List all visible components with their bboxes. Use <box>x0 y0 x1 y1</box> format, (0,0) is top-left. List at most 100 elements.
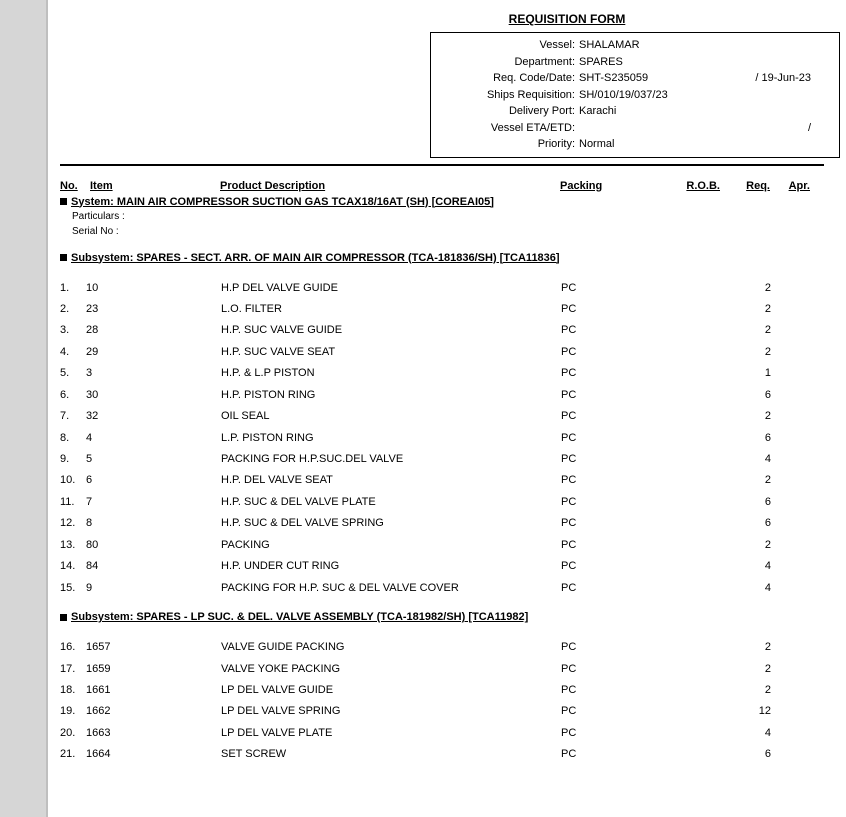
value-delport: Karachi <box>579 103 616 120</box>
cell-item: 84 <box>86 556 221 577</box>
cell-pack: PC <box>561 701 661 722</box>
cell-no: 3. <box>60 320 86 341</box>
label-delport: Delivery Port: <box>439 103 579 120</box>
label-department: Department: <box>439 54 579 71</box>
cell-no: 21. <box>60 744 86 765</box>
cell-item: 32 <box>86 406 221 427</box>
cell-apr <box>771 556 811 577</box>
cell-no: 7. <box>60 406 86 427</box>
info-row-delport: Delivery Port: Karachi <box>439 103 831 120</box>
cell-desc: H.P. SUC & DEL VALVE SPRING <box>221 513 561 534</box>
label-vessel: Vessel: <box>439 37 579 54</box>
cell-req: 6 <box>721 513 771 534</box>
header-pack: Packing <box>560 180 660 192</box>
header-rob: R.O.B. <box>660 180 720 192</box>
cell-item: 80 <box>86 535 221 556</box>
cell-req: 2 <box>721 278 771 299</box>
cell-req: 4 <box>721 723 771 744</box>
table-row: 6.30H.P. PISTON RINGPC6 <box>60 385 824 406</box>
cell-rob <box>661 701 721 722</box>
cell-rob <box>661 470 721 491</box>
cell-apr <box>771 406 811 427</box>
cell-apr <box>771 701 811 722</box>
header-apr: Apr. <box>770 180 810 192</box>
cell-req: 2 <box>721 659 771 680</box>
subsystem-text: Subsystem: SPARES - LP SUC. & DEL. VALVE… <box>71 611 528 623</box>
header-desc: Product Description <box>220 180 560 192</box>
info-box: Vessel: SHALAMAR Department: SPARES Req.… <box>430 32 840 158</box>
cell-rob <box>661 299 721 320</box>
cell-rob <box>661 320 721 341</box>
cell-rob <box>661 428 721 449</box>
cell-no: 8. <box>60 428 86 449</box>
cell-desc: H.P. PISTON RING <box>221 385 561 406</box>
cell-pack: PC <box>561 659 661 680</box>
cell-rob <box>661 723 721 744</box>
cell-no: 1. <box>60 278 86 299</box>
bullet-icon <box>60 198 67 205</box>
cell-pack: PC <box>561 342 661 363</box>
value-eta-slash: / <box>808 120 831 137</box>
cell-item: 9 <box>86 578 221 599</box>
cell-item: 1664 <box>86 744 221 765</box>
bullet-icon <box>60 614 67 621</box>
cell-req: 2 <box>721 470 771 491</box>
column-headers: No. Item Product Description Packing R.O… <box>60 180 824 192</box>
cell-req: 4 <box>721 449 771 470</box>
cell-desc: LP DEL VALVE PLATE <box>221 723 561 744</box>
cell-req: 6 <box>721 385 771 406</box>
table-row: 11.7H.P. SUC & DEL VALVE PLATEPC6 <box>60 492 824 513</box>
cell-item: 8 <box>86 513 221 534</box>
cell-rob <box>661 449 721 470</box>
data-rows: 1.10H.P DEL VALVE GUIDEPC22.23L.O. FILTE… <box>60 278 824 600</box>
cell-rob <box>661 278 721 299</box>
cell-desc: H.P. SUC & DEL VALVE PLATE <box>221 492 561 513</box>
cell-desc: H.P. SUC VALVE GUIDE <box>221 320 561 341</box>
cell-pack: PC <box>561 278 661 299</box>
cell-no: 12. <box>60 513 86 534</box>
cell-no: 19. <box>60 701 86 722</box>
cell-apr <box>771 659 811 680</box>
cell-no: 6. <box>60 385 86 406</box>
subsystem-line: Subsystem: SPARES - SECT. ARR. OF MAIN A… <box>60 252 824 264</box>
cell-no: 15. <box>60 578 86 599</box>
cell-apr <box>771 470 811 491</box>
value-shipsreq: SH/010/19/037/23 <box>579 87 668 104</box>
cell-desc: VALVE YOKE PACKING <box>221 659 561 680</box>
cell-pack: PC <box>561 535 661 556</box>
cell-desc: L.P. PISTON RING <box>221 428 561 449</box>
cell-pack: PC <box>561 680 661 701</box>
particulars-line: Particulars : <box>72 210 824 223</box>
value-vessel: SHALAMAR <box>579 37 640 54</box>
table-row: 16.1657VALVE GUIDE PACKINGPC2 <box>60 637 824 658</box>
cell-no: 5. <box>60 363 86 384</box>
cell-pack: PC <box>561 428 661 449</box>
table-row: 8.4L.P. PISTON RINGPC6 <box>60 428 824 449</box>
cell-rob <box>661 578 721 599</box>
cell-desc: H.P. & L.P PISTON <box>221 363 561 384</box>
table-row: 20.1663LP DEL VALVE PLATEPC4 <box>60 723 824 744</box>
cell-apr <box>771 363 811 384</box>
label-shipsreq: Ships Requisition: <box>439 87 579 104</box>
document-page: REQUISITION FORM Vessel: SHALAMAR Depart… <box>48 0 846 817</box>
cell-item: 7 <box>86 492 221 513</box>
subsystems-container: Subsystem: SPARES - SECT. ARR. OF MAIN A… <box>60 240 824 766</box>
cell-req: 2 <box>721 342 771 363</box>
cell-apr <box>771 513 811 534</box>
cell-apr <box>771 578 811 599</box>
cell-item: 4 <box>86 428 221 449</box>
info-row-reqcode: Req. Code/Date: SHT-S235059 / 19-Jun-23 <box>439 70 831 87</box>
value-department: SPARES <box>579 54 623 71</box>
cell-pack: PC <box>561 556 661 577</box>
cell-pack: PC <box>561 406 661 427</box>
table-row: 14.84H.P. UNDER CUT RINGPC4 <box>60 556 824 577</box>
cell-desc: LP DEL VALVE SPRING <box>221 701 561 722</box>
cell-no: 14. <box>60 556 86 577</box>
cell-pack: PC <box>561 513 661 534</box>
cell-item: 1662 <box>86 701 221 722</box>
cell-rob <box>661 637 721 658</box>
cell-pack: PC <box>561 449 661 470</box>
cell-desc: H.P. SUC VALVE SEAT <box>221 342 561 363</box>
cell-item: 10 <box>86 278 221 299</box>
system-line: System: MAIN AIR COMPRESSOR SUCTION GAS … <box>60 196 824 208</box>
